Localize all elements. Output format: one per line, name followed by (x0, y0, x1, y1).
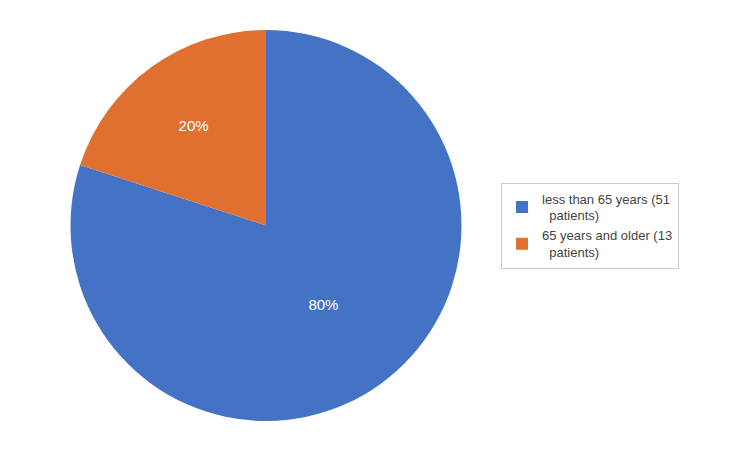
svg-text:80%: 80% (308, 296, 338, 313)
svg-text:65 years and older (13 patien: 65 years and older (13 patients) (542, 228, 672, 260)
svg-text:20%: 20% (179, 117, 209, 134)
svg-text:less than 65 years (51 patien: less than 65 years (51 patients) (542, 192, 670, 224)
